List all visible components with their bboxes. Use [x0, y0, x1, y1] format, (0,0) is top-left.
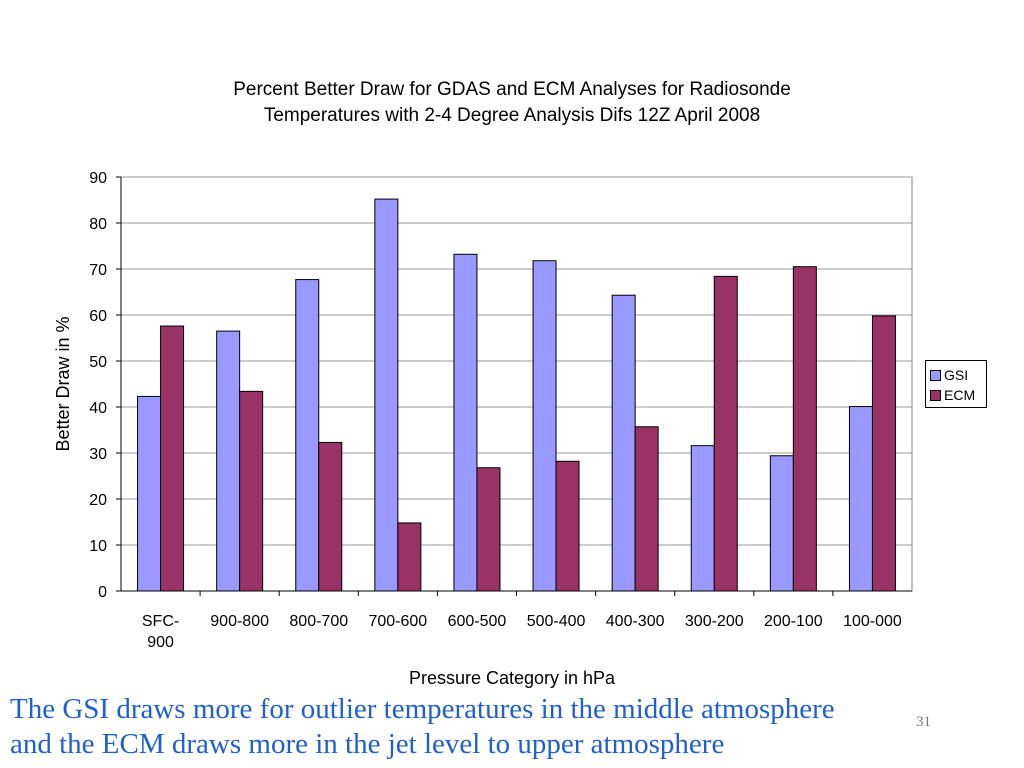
chart-title-line-2: Temperatures with 2-4 Degree Analysis Di… [263, 105, 761, 126]
y-tick-label: 90 [89, 170, 107, 187]
y-tick-label: 40 [89, 400, 107, 417]
bar-ecm [555, 460, 580, 592]
bar-ecm [713, 275, 738, 592]
x-tick-label: 500-400 [527, 613, 586, 630]
bar-ecm [318, 441, 343, 592]
x-tick-label: 300-200 [685, 613, 744, 630]
x-tick-label: 200-100 [764, 613, 823, 630]
bar-ecm [160, 325, 185, 592]
x-tick-label: 400-300 [606, 613, 665, 630]
bar-ecm [239, 390, 264, 592]
caption-line-1: The GSI draws more for outlier temperatu… [10, 693, 835, 725]
bar-gsi [137, 395, 162, 592]
bar-ecm [634, 426, 659, 592]
x-tick-label: 700-600 [368, 613, 427, 630]
y-tick-label: 80 [89, 216, 107, 233]
bar-gsi [374, 198, 399, 592]
legend-item-gsi: GSI [930, 365, 986, 385]
bar-gsi [690, 445, 715, 592]
bar-gsi [295, 279, 320, 592]
x-tick-label: 800-700 [289, 613, 348, 630]
y-tick-label: 10 [89, 538, 107, 555]
x-axis-title: Pressure Category in hPa [408, 668, 616, 688]
legend: GSI ECM [925, 360, 987, 408]
x-tick-label: 900 [147, 634, 174, 651]
chart-title-line-1: Percent Better Draw for GDAS and ECM Ana… [233, 79, 791, 100]
bar-gsi [848, 406, 873, 592]
bar-gsi [453, 253, 478, 592]
slide-caption: The GSI draws more for outlier temperatu… [10, 692, 835, 762]
legend-swatch-gsi [930, 369, 941, 381]
y-axis-title: Better Draw in % [53, 316, 73, 451]
slide-number: 31 [916, 714, 931, 730]
legend-label-ecm: ECM [944, 387, 976, 403]
bar-ecm [476, 467, 501, 592]
x-tick-label: SFC- [142, 613, 179, 630]
y-tick-label: 0 [98, 584, 107, 601]
bar-ecm [792, 266, 817, 592]
bar-gsi [216, 330, 241, 592]
x-tick-label: 100-000 [843, 613, 902, 630]
legend-item-ecm: ECM [930, 385, 986, 405]
bar-ecm [397, 522, 422, 592]
legend-label-gsi: GSI [944, 367, 969, 383]
y-tick-label: 60 [89, 308, 107, 325]
bar-gsi [769, 455, 794, 592]
chart-title: Percent Better Draw for GDAS and ECM Ana… [0, 77, 1024, 129]
y-tick-label: 20 [89, 492, 107, 509]
bar-ecm [871, 315, 896, 592]
x-tick-label: 900-800 [210, 613, 269, 630]
caption-line-2: and the ECM draws more in the jet level … [10, 728, 725, 760]
legend-swatch-ecm [930, 389, 941, 401]
bar-gsi [611, 294, 636, 592]
bar-gsi [532, 260, 557, 592]
y-tick-label: 30 [89, 446, 107, 463]
y-tick-label: 70 [89, 262, 107, 279]
y-tick-label: 50 [89, 354, 107, 371]
x-tick-label: 600-500 [448, 613, 507, 630]
